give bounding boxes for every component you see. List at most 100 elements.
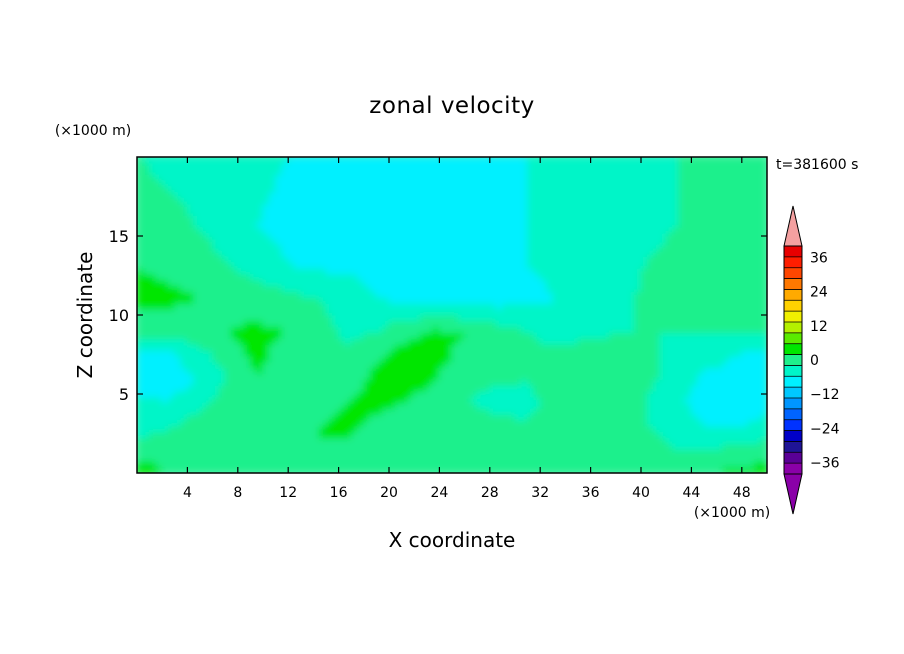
heatmap-cell: [212, 185, 220, 193]
heatmap-cell: [287, 179, 295, 187]
heatmap-cell: [438, 408, 447, 415]
heatmap-cell: [432, 285, 440, 293]
heatmap-cell: [760, 431, 767, 439]
heatmap-cell: [205, 203, 214, 211]
heatmap-cell: [501, 449, 510, 456]
heatmap-cell: [186, 355, 195, 363]
heatmap-cell: [470, 191, 478, 199]
heatmap-cell: [627, 185, 636, 193]
heatmap-cell: [306, 425, 314, 433]
heatmap-cell: [168, 296, 176, 304]
heatmap-cell: [539, 320, 547, 328]
heatmap-cell: [401, 454, 409, 462]
heatmap-cell: [212, 255, 220, 263]
heatmap-cell: [501, 191, 510, 199]
heatmap-cell: [382, 244, 390, 252]
heatmap-cell: [533, 291, 541, 298]
heatmap-cell: [137, 215, 144, 222]
heatmap-cell: [546, 373, 554, 380]
heatmap-cell: [527, 367, 535, 375]
heatmap-cell: [205, 238, 214, 246]
heatmap-cell: [420, 203, 428, 211]
heatmap-cell: [583, 302, 592, 310]
heatmap-cell: [445, 179, 453, 187]
heatmap-cell: [401, 238, 409, 246]
heatmap-cell: [155, 326, 163, 334]
heatmap-cell: [243, 279, 251, 287]
heatmap-cell: [659, 343, 667, 351]
heatmap-cell: [709, 273, 718, 281]
heatmap-cell: [281, 209, 289, 217]
heatmap-cell: [546, 232, 554, 240]
heatmap-cell: [306, 466, 314, 473]
heatmap-cell: [237, 255, 245, 263]
heatmap-cell: [237, 185, 245, 193]
heatmap-cell: [401, 320, 409, 328]
heatmap-cell: [275, 466, 283, 473]
heatmap-cell: [212, 343, 220, 351]
heatmap-cell: [275, 443, 283, 451]
heatmap-cell: [350, 413, 358, 421]
heatmap-cell: [275, 296, 283, 304]
heatmap-cell: [174, 355, 182, 363]
heatmap-cell: [363, 232, 371, 240]
heatmap-cell: [193, 185, 201, 193]
heatmap-cell: [438, 378, 447, 386]
heatmap-cell: [527, 390, 535, 398]
heatmap-cell: [180, 402, 188, 410]
heatmap-cell: [438, 255, 447, 263]
heatmap-cell: [457, 460, 466, 468]
heatmap-cell: [501, 261, 510, 269]
heatmap-cell: [577, 332, 585, 339]
heatmap-cell: [659, 443, 667, 451]
heatmap-cell: [174, 419, 182, 427]
heatmap-cell: [602, 226, 610, 234]
heatmap-cell: [218, 250, 226, 257]
heatmap-cell: [331, 443, 340, 451]
heatmap-cell: [514, 255, 522, 263]
heatmap-cell: [331, 361, 340, 369]
heatmap-cell: [224, 425, 232, 433]
heatmap-cell: [413, 373, 421, 380]
heatmap-cell: [325, 337, 333, 345]
heatmap-cell: [571, 408, 579, 415]
heatmap-cell: [527, 209, 535, 217]
heatmap-cell: [703, 314, 711, 322]
heatmap-cell: [508, 320, 516, 328]
heatmap-cell: [546, 355, 554, 363]
heatmap-cell: [306, 203, 314, 211]
heatmap-cell: [602, 261, 610, 269]
heatmap-cell: [426, 197, 434, 205]
heatmap-cell: [665, 431, 673, 439]
heatmap-cell: [205, 349, 214, 357]
heatmap-cell: [357, 326, 365, 334]
heatmap-cell: [476, 337, 484, 345]
heatmap-cell: [363, 308, 371, 316]
heatmap-cell: [294, 191, 302, 199]
heatmap-cell: [508, 449, 516, 456]
heatmap-cell: [602, 320, 610, 328]
heatmap-cell: [262, 191, 270, 199]
heatmap-cell: [690, 355, 699, 363]
heatmap-cell: [489, 320, 497, 328]
heatmap-cell: [199, 425, 207, 433]
heatmap-cell: [174, 396, 182, 404]
heatmap-cell: [445, 209, 453, 217]
heatmap-cell: [369, 460, 377, 468]
heatmap-cell: [369, 425, 377, 433]
heatmap-cell: [464, 437, 472, 445]
heatmap-cell: [426, 220, 434, 228]
heatmap-cell: [558, 367, 566, 375]
heatmap-cell: [432, 179, 440, 187]
heatmap-cell: [294, 361, 302, 369]
heatmap-cell: [527, 226, 535, 234]
heatmap-cell: [300, 308, 308, 316]
heatmap-cell: [501, 454, 510, 462]
heatmap-cell: [728, 361, 736, 369]
heatmap-cell: [684, 390, 692, 398]
heatmap-cell: [697, 384, 705, 392]
heatmap-cell: [514, 343, 522, 351]
heatmap-cell: [363, 408, 371, 415]
heatmap-cell: [312, 302, 321, 310]
heatmap-cell: [350, 215, 358, 222]
